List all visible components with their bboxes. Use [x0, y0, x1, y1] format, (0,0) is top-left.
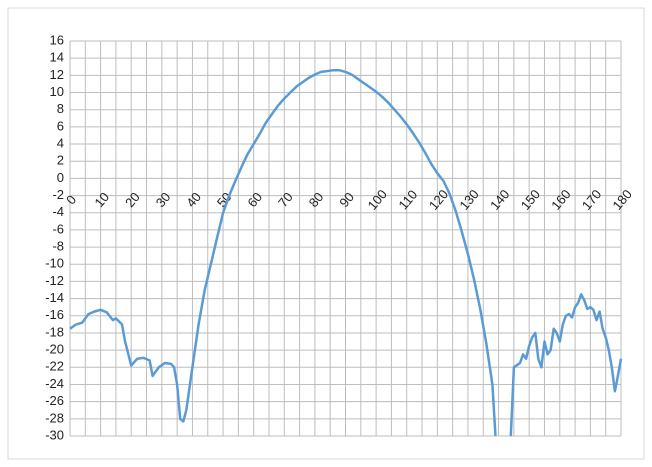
y-tick-label: 14 — [50, 50, 64, 65]
y-tick-label: -14 — [45, 290, 64, 305]
y-tick-label: 12 — [50, 67, 64, 82]
y-tick-label: -2 — [52, 187, 64, 202]
y-tick-label: -22 — [45, 359, 64, 374]
chart-frame — [7, 7, 645, 460]
y-tick-label: -30 — [45, 427, 64, 442]
y-tick-label: -24 — [45, 376, 64, 391]
y-tick-label: -16 — [45, 307, 64, 322]
y-tick-label: -12 — [45, 273, 64, 288]
y-tick-label: 0 — [57, 170, 64, 185]
y-tick-label: -26 — [45, 393, 64, 408]
y-tick-label: 6 — [57, 118, 64, 133]
y-tick-label: -28 — [45, 410, 64, 425]
y-tick-label: 2 — [57, 153, 64, 168]
y-tick-label: -4 — [52, 204, 64, 219]
y-tick-label: -18 — [45, 324, 64, 339]
y-tick-label: 16 — [50, 32, 64, 47]
y-tick-label: 10 — [50, 84, 64, 99]
y-tick-label: -10 — [45, 256, 64, 271]
y-tick-label: -6 — [52, 221, 64, 236]
y-tick-label: 8 — [57, 101, 64, 116]
y-tick-label: -8 — [52, 239, 64, 254]
data-line — [69, 68, 623, 437]
y-tick-label: -20 — [45, 342, 64, 357]
y-tick-label: 4 — [57, 135, 64, 150]
